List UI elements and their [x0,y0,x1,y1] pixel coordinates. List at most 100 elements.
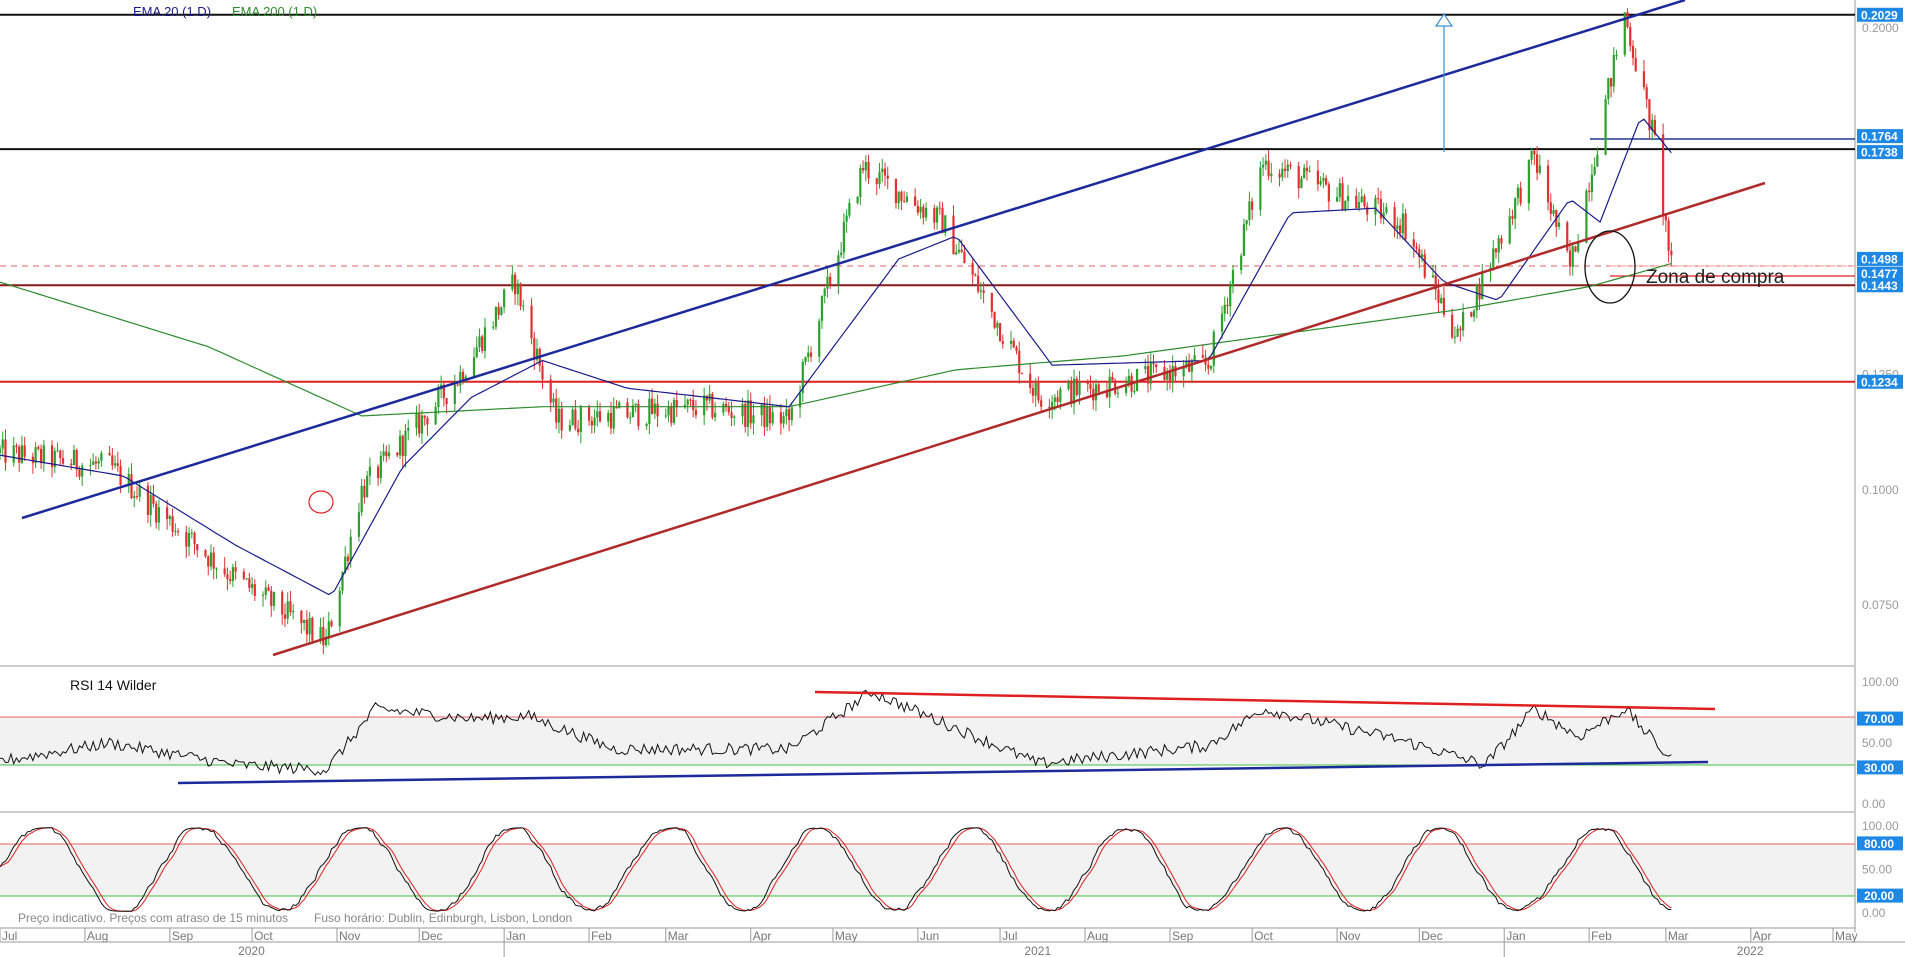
candle-body-153 [587,407,591,421]
candle-body-349 [1338,183,1341,198]
candle-body-272 [1040,400,1043,407]
price-label-bg [1857,145,1903,160]
candle-body-20 [75,449,78,470]
candle-body-415 [1590,174,1593,193]
candle-body-152 [579,407,582,433]
candle-body-376 [1440,297,1443,303]
reversal-circle [308,490,334,514]
candle-body-276 [1056,397,1059,402]
candle-body-301 [1152,363,1155,365]
candle-body-344 [1319,181,1322,185]
candle-body-421 [1612,54,1615,87]
candle-body-355 [1360,196,1363,203]
candle-body-395 [1514,198,1517,219]
candle-body-275 [1053,397,1056,402]
buy-zone-annotation: Zona de compra [1646,267,1785,288]
candle-body-291 [1114,380,1117,394]
candle-body-296 [1133,390,1136,392]
candle-body-93 [357,512,361,537]
candle-body-230 [881,168,884,173]
candle-body-148 [568,425,572,431]
ema20-legend: EMA 20 (1 D) [133,4,211,19]
candle-body-411 [1574,246,1577,252]
candle-body-131 [500,307,503,315]
candle-body-304 [1166,371,1169,380]
candle-body-371 [1420,254,1424,258]
price-label-bg [1857,7,1903,22]
candle-body-280 [1072,378,1076,404]
candle-body-74 [283,614,287,619]
candle-body-228 [875,178,878,184]
candle-body-25 [94,461,97,464]
candle-body-351 [1344,200,1347,210]
candle-body-221 [845,215,848,222]
candle-body-54 [207,556,210,567]
candle-body-191 [730,412,733,418]
candle-body-100 [382,451,385,456]
month-label-11: Jun [920,929,939,943]
candle-body-205 [785,409,788,417]
candle-body-47 [176,531,180,533]
candle-body-236 [903,200,906,202]
candle-body-134 [514,274,517,295]
candle-body-386 [1478,285,1481,300]
delay-note: Preço indicativo. Preços com atraso de 1… [18,911,288,925]
candle-body-347 [1327,184,1330,202]
candle-body-427 [1634,58,1637,72]
candle-body-212 [809,352,813,357]
candle-body-392 [1500,238,1503,244]
candle-body-106 [404,430,407,457]
candle-body-419 [1607,78,1610,100]
candle-body-404 [1549,202,1552,214]
candle-body-260 [996,323,999,328]
candle-body-140 [535,348,539,360]
candle-body-7 [23,445,26,457]
stoch-level-label-0: 80.00 [1857,836,1903,851]
candle-body-354 [1357,202,1361,208]
candle-body-243 [933,207,936,223]
candle-body-9 [34,447,37,464]
price-label-0: 0.2029 [1857,7,1903,22]
candle-body-253 [971,263,974,275]
candle-body-364 [1396,225,1399,229]
candle-body-352 [1346,195,1350,201]
candle-body-248 [952,215,955,255]
ema200-legend: EMA 200 (1 D) [232,4,317,19]
candle-body-15 [56,450,59,452]
month-label-22: May [1835,929,1858,943]
candle-body-431 [1651,119,1654,131]
rsi-support-trendline [177,760,1709,785]
candle-body-11 [39,448,43,464]
candle-body-218 [837,255,840,285]
candle-body-384 [1472,310,1476,317]
candle-body-145 [555,398,558,423]
candle-body-428 [1642,71,1646,88]
candle-body-237 [905,196,909,202]
candle-body-142 [541,365,544,380]
candle-body-329 [1261,164,1265,168]
candle-body-372 [1423,254,1426,278]
candle-body-120 [459,371,462,386]
price-label-text: 0.1764 [1861,130,1898,144]
candle-body-24 [92,461,95,465]
candle-body-175 [670,406,673,423]
candle-body-22 [81,465,84,477]
candle-body-332 [1270,173,1273,177]
candle-body-259 [993,311,996,328]
candle-body-265 [1015,347,1018,351]
candle-body-58 [223,568,226,575]
price-label-bg [1857,129,1903,144]
candle-body-180 [689,399,692,401]
candle-body-325 [1245,220,1248,225]
candle-body-225 [861,167,865,171]
candle-body-331 [1267,160,1270,177]
candle-body-52 [196,544,199,551]
candle-body-31 [116,463,119,467]
candle-body-37 [138,485,141,497]
candle-body-174 [667,406,670,416]
candle-body-67 [253,584,256,596]
candle-body-112 [426,417,429,425]
candle-body-374 [1434,275,1437,290]
year-label-1: 2021 [1024,944,1051,957]
candle-body-82 [311,617,314,641]
